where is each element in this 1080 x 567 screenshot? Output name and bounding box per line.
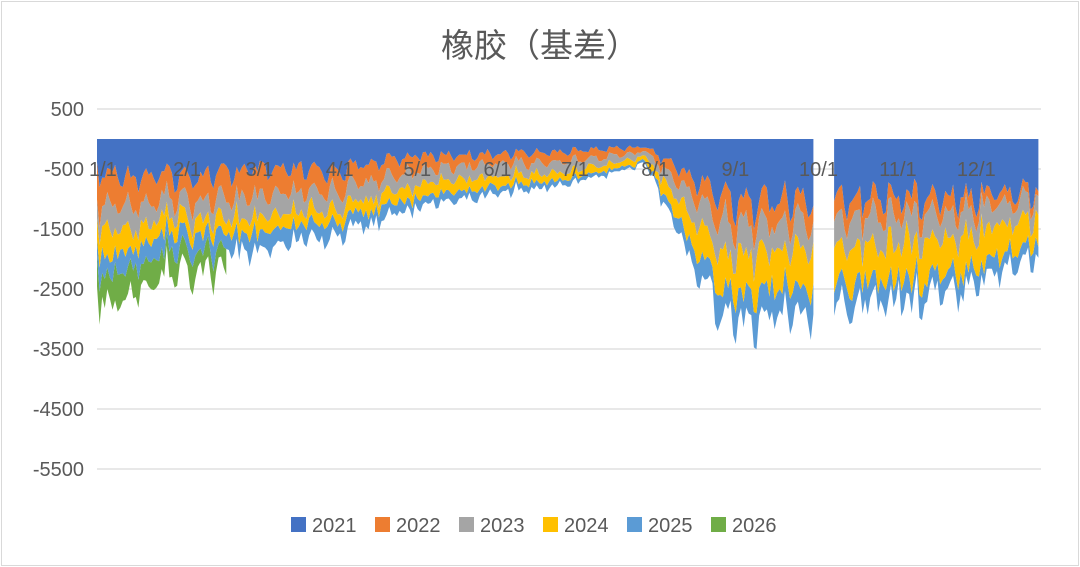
y-tick-label: -1500 [33, 219, 84, 241]
legend-swatch-2026 [711, 517, 726, 532]
area-series-2025 [834, 235, 1039, 325]
x-tick-label: 8/1 [641, 159, 669, 181]
x-tick-label: 9/1 [721, 159, 749, 181]
legend-swatch-2023 [459, 517, 474, 532]
x-axis-ticks: 1/1 2/1 3/1 4/1 5/1 6/1 7/1 8/1 9/1 10/1 11/1 12/1 [89, 159, 996, 181]
x-tick-label: 7/1 [561, 159, 589, 181]
y-tick-label: -2500 [33, 279, 84, 301]
legend-swatch-2022 [375, 517, 390, 532]
area-series-2024 [834, 209, 1039, 301]
legend-swatch-2025 [627, 517, 642, 532]
plot-areas [97, 139, 1039, 350]
legend-label-2025: 2025 [648, 515, 693, 537]
legend-label-2021: 2021 [312, 515, 357, 537]
x-tick-label: 3/1 [246, 159, 274, 181]
x-tick-label: 2/1 [173, 159, 201, 181]
legend-label-2024: 2024 [564, 515, 609, 537]
y-tick-label: -500 [44, 159, 84, 181]
x-tick-label: 6/1 [484, 159, 512, 181]
area-series-2023 [834, 186, 1039, 267]
y-tick-label: -5500 [33, 459, 84, 481]
area-series-2021 [834, 139, 1039, 221]
legend-label-2026: 2026 [732, 515, 777, 537]
x-tick-label: 5/1 [403, 159, 431, 181]
y-tick-label: -3500 [33, 339, 84, 361]
area-series-2023 [97, 151, 814, 282]
x-tick-label: 10/1 [799, 159, 838, 181]
area-series-2026 [97, 229, 227, 325]
x-tick-label: 11/1 [879, 159, 916, 181]
x-tick-label: 1/1 [89, 159, 117, 181]
x-tick-label: 4/1 [326, 159, 354, 181]
y-axis-ticks: 500 -500 -1500 -2500 -3500 -4500 -5500 [33, 99, 84, 481]
area-series-2022 [97, 145, 814, 251]
area-series-2025 [97, 158, 814, 350]
x-tick-label: 12/1 [957, 159, 996, 181]
legend-label-2022: 2022 [396, 515, 441, 537]
legend-swatch-2021 [291, 517, 306, 532]
y-tick-label: 500 [51, 99, 84, 121]
legend-label-2023: 2023 [480, 515, 525, 537]
area-series-2022 [834, 178, 1039, 242]
legend: 2021 2022 2023 2024 2025 2026 [291, 515, 777, 537]
area-series-2024 [97, 155, 814, 314]
area-series-2021 [97, 139, 814, 230]
y-tick-label: -4500 [33, 399, 84, 421]
chart-title: 橡胶（基差） [441, 26, 639, 65]
legend-swatch-2024 [543, 517, 558, 532]
